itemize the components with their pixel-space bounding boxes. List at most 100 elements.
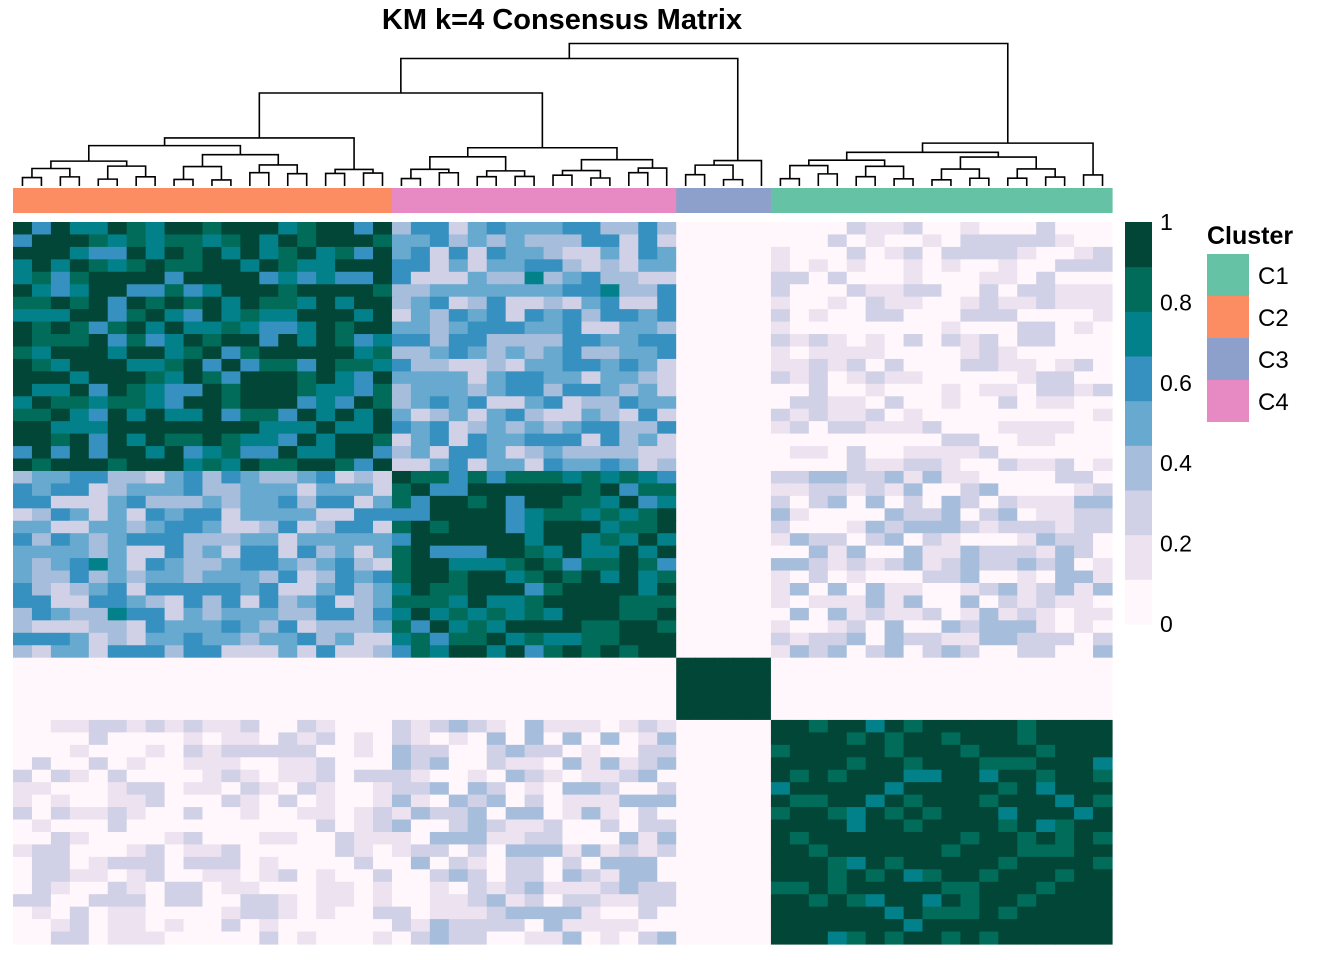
heatmap-cell [50, 632, 71, 646]
heatmap-cell [145, 732, 166, 746]
heatmap-cell [259, 234, 279, 248]
heatmap-cell [846, 819, 867, 833]
heatmap-cell [183, 296, 204, 310]
heatmap-cell [145, 520, 166, 534]
heatmap-cell [865, 533, 886, 547]
heatmap-cell [770, 919, 791, 933]
heatmap-cell [884, 483, 905, 497]
heatmap-cell [164, 383, 185, 397]
heatmap-cell [619, 483, 639, 497]
heatmap-cell [31, 259, 52, 273]
heatmap-cell [1074, 545, 1094, 559]
heatmap-cell [448, 396, 469, 410]
heatmap-cell [259, 657, 279, 671]
heatmap-cell [562, 632, 583, 646]
heatmap-cell [733, 545, 753, 559]
heatmap-cell [1017, 296, 1037, 310]
heatmap-cell [164, 595, 185, 609]
heatmap-cell [562, 819, 583, 833]
heatmap-cell [297, 844, 317, 858]
heatmap-cell [1017, 421, 1037, 435]
heatmap-cell [278, 645, 298, 659]
heatmap-cell [467, 869, 488, 883]
heatmap-cell [1036, 782, 1056, 796]
heatmap-cell [865, 645, 886, 659]
annotation-cell-C4 [600, 188, 620, 213]
heatmap-cell [1036, 919, 1056, 933]
heatmap-cell [1074, 458, 1094, 472]
heatmap-cell [467, 483, 488, 497]
heatmap-cell [827, 371, 848, 385]
heatmap-cell [903, 919, 924, 933]
heatmap-cell [448, 583, 469, 597]
heatmap-cell [164, 919, 185, 933]
heatmap-cell [13, 408, 33, 422]
heatmap-cell [410, 595, 431, 609]
annotation-cell-C1 [922, 188, 943, 213]
heatmap-cell [846, 508, 867, 522]
heatmap-cell [581, 246, 601, 260]
heatmap-cell [183, 931, 204, 945]
dendrogram-link [182, 165, 223, 180]
heatmap-cell [1093, 719, 1113, 733]
heatmap-cell [297, 894, 317, 908]
heatmap-cell [979, 744, 999, 758]
heatmap-cell [202, 309, 223, 323]
heatmap-cell [297, 620, 317, 634]
heatmap-cell [998, 607, 1018, 621]
heatmap-cell [751, 495, 772, 509]
heatmap-cell [922, 744, 943, 758]
heatmap-cell [410, 495, 431, 509]
heatmap-cell [1093, 495, 1113, 509]
heatmap-cell [998, 396, 1018, 410]
heatmap-cell [1093, 358, 1113, 372]
heatmap-cell [240, 545, 260, 559]
heatmap-cell [714, 346, 734, 360]
heatmap-cell [733, 844, 753, 858]
heatmap-cell [410, 769, 431, 783]
heatmap-cell [1036, 844, 1056, 858]
heatmap-cell [960, 309, 980, 323]
heatmap-cell [524, 433, 545, 447]
heatmap-cell [13, 595, 33, 609]
heatmap-cell [259, 470, 279, 485]
heatmap-cell [524, 470, 545, 485]
heatmap-cell [278, 869, 298, 883]
heatmap-cell [581, 707, 601, 721]
heatmap-cell [638, 794, 658, 808]
heatmap-cell [107, 595, 128, 609]
annotation-cell-C3 [714, 188, 734, 213]
heatmap-cell [695, 321, 715, 335]
heatmap-cell [1017, 234, 1037, 248]
heatmap-cell [922, 645, 943, 659]
heatmap-cell [960, 869, 980, 883]
heatmap-cell [770, 819, 791, 833]
heatmap-cell [354, 744, 374, 758]
heatmap-cell [524, 533, 545, 547]
heatmap-cell [524, 782, 545, 796]
heatmap-cell [770, 607, 791, 621]
heatmap-cell [221, 670, 241, 684]
heatmap-cell [619, 732, 639, 746]
heatmap-cell [467, 222, 488, 236]
heatmap-cell [391, 346, 412, 360]
heatmap-cell [240, 222, 260, 236]
heatmap-cell [107, 831, 128, 846]
heatmap-cell [770, 446, 791, 460]
dendrogram-link [429, 156, 507, 171]
heatmap-cell [562, 458, 583, 472]
heatmap-cell [126, 632, 147, 646]
heatmap-cell [69, 682, 90, 696]
heatmap-cell [69, 296, 90, 310]
heatmap-cell [240, 856, 260, 870]
heatmap-cell [1036, 433, 1056, 447]
heatmap-cell [448, 321, 469, 335]
heatmap-cell [619, 246, 639, 260]
heatmap-cell [410, 607, 431, 621]
heatmap-cell [619, 458, 639, 472]
heatmap-cell [448, 421, 469, 435]
heatmap-cell [733, 645, 753, 659]
heatmap-cell [638, 831, 658, 846]
heatmap-cell [202, 284, 223, 298]
heatmap-cell [145, 707, 166, 721]
